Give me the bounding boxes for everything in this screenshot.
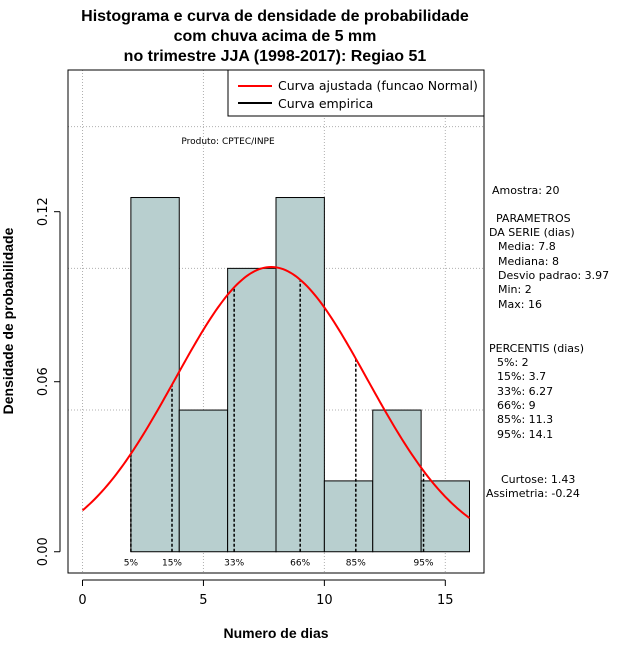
- param-desvio: Desvio padrao: 3.97: [498, 269, 609, 282]
- percentil-95: 95%: 14.1: [497, 428, 553, 441]
- histogram-bar-2: [227, 267, 277, 553]
- sample-size: Amostra: 20: [492, 184, 559, 197]
- legend-label-fit: Curva ajustada (funcao Normal): [278, 78, 478, 93]
- percentil-33: 33%: 6.27: [497, 385, 553, 398]
- assimetria: Assimetria: -0.24: [486, 487, 580, 500]
- percentile-label-2: 33%: [224, 559, 244, 569]
- percentil-85: 85%: 11.3: [497, 413, 553, 426]
- x-tick-label-0: 0: [78, 593, 86, 608]
- percentil-5: 5%: 2: [497, 356, 529, 369]
- percentile-lines: 5% 15% 33% 66% 85% 95%: [124, 279, 434, 569]
- y-axis: 0.00 0.06 0.12: [36, 197, 61, 566]
- param-media: Media: 7.8: [498, 240, 556, 253]
- param-max: Max: 16: [498, 298, 542, 311]
- param-min: Min: 2: [498, 283, 532, 296]
- x-axis-title: Numero de dias: [223, 625, 328, 641]
- percentile-label-4: 85%: [346, 559, 366, 569]
- histogram-bar-1: [178, 409, 229, 553]
- x-tick-label-3: 15: [437, 593, 454, 608]
- x-tick-label-2: 10: [316, 593, 333, 608]
- percentile-label-3: 66%: [290, 559, 310, 569]
- chart-title-line-1: Histograma e curva de densidade de proba…: [81, 8, 469, 25]
- y-tick-label-2: 0.12: [36, 197, 51, 226]
- params-header: PARAMETROS: [496, 212, 571, 225]
- params-subheader: DA SERIE (dias): [489, 226, 575, 239]
- legend-box: [227, 69, 485, 117]
- percentile-label-5: 95%: [414, 559, 434, 569]
- y-axis-title: Densidade de probabilidade: [0, 227, 16, 414]
- percentis-header: PERCENTIS (dias): [489, 342, 584, 355]
- chart-title-line-2: com chuva acima de 5 mm: [174, 28, 377, 45]
- percentile-label-0: 5%: [124, 559, 139, 569]
- product-note: Produto: CPTEC/INPE: [181, 137, 275, 147]
- y-tick-label-1: 0.06: [36, 367, 51, 396]
- legend-label-empirical: Curva empirica: [278, 96, 373, 111]
- percentil-15: 15%: 3.7: [497, 370, 546, 383]
- y-tick-label-0: 0.00: [36, 537, 51, 566]
- histogram-bar-5: [372, 409, 422, 553]
- side-panel: Amostra: 20 PARAMETROS DA SERIE (dias) M…: [486, 184, 609, 500]
- x-tick-label-1: 5: [199, 593, 207, 608]
- histogram-bar-6: [420, 480, 470, 553]
- param-mediana: Mediana: 8: [498, 255, 559, 268]
- normal-fit-curve: [81, 265, 471, 519]
- curtose: Curtose: 1.43: [501, 473, 575, 486]
- percentil-66: 66%: 9: [497, 399, 536, 412]
- histogram-bar-4: [323, 480, 374, 553]
- legend: Curva ajustada (funcao Normal) Curva emp…: [227, 69, 485, 117]
- histogram-bar-0: [130, 197, 180, 553]
- chart-title-line-3: no trimestre JJA (1998-2017): Regiao 51: [124, 48, 427, 65]
- x-axis: 0 5 10 15: [78, 579, 454, 608]
- percentile-label-1: 15%: [162, 559, 182, 569]
